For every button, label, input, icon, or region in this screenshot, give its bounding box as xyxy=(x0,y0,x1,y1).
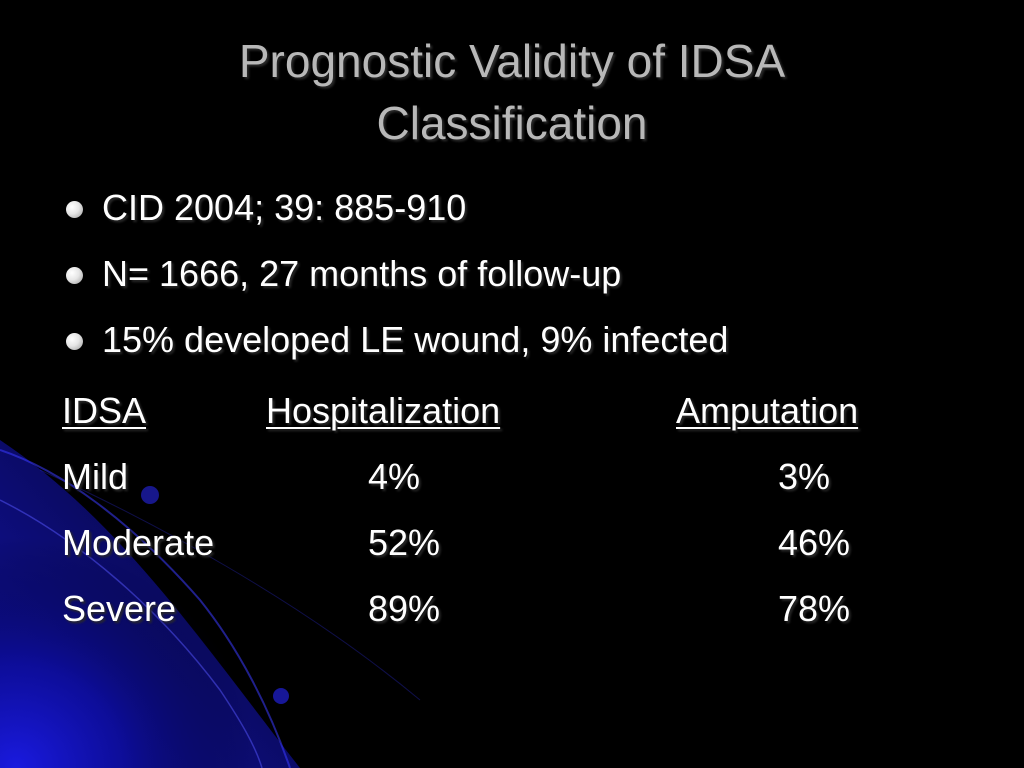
table-row: Severe 89% 78% xyxy=(62,584,962,650)
bullet-text: CID 2004; 39: 885-910 xyxy=(102,187,467,228)
row-label: Severe xyxy=(62,588,177,629)
amputation-value: 46% xyxy=(778,522,851,563)
table-header-row: IDSA Hospitalization Amputation xyxy=(62,386,962,452)
title-line-1: Prognostic Validity of IDSA xyxy=(238,35,786,87)
hospitalization-value: 52% xyxy=(368,522,441,563)
slide-title: Prognostic Validity of IDSA Classificati… xyxy=(0,30,1024,154)
bullet-item: N= 1666, 27 months of follow-up xyxy=(62,252,728,296)
bullet-item: 15% developed LE wound, 9% infected xyxy=(62,318,728,362)
amputation-value: 78% xyxy=(778,588,851,629)
table-row: Mild 4% 3% xyxy=(62,452,962,518)
header-amputation: Amputation xyxy=(676,390,859,431)
header-idsa: IDSA xyxy=(62,390,147,431)
row-label: Mild xyxy=(62,456,129,497)
amputation-value: 3% xyxy=(778,456,831,497)
title-line-2: Classification xyxy=(376,97,648,149)
bullet-item: CID 2004; 39: 885-910 xyxy=(62,186,728,230)
hospitalization-value: 4% xyxy=(368,456,421,497)
bullet-text: 15% developed LE wound, 9% infected xyxy=(102,319,729,360)
bullet-dot-icon xyxy=(66,267,83,284)
hospitalization-value: 89% xyxy=(368,588,441,629)
table-row: Moderate 52% 46% xyxy=(62,518,962,584)
row-label: Moderate xyxy=(62,522,215,563)
bullet-dot-icon xyxy=(66,201,83,218)
bullet-dot-icon xyxy=(66,333,83,350)
bullet-list: CID 2004; 39: 885-910 N= 1666, 27 months… xyxy=(62,186,728,384)
header-hospitalization: Hospitalization xyxy=(266,390,501,431)
outcomes-table: IDSA Hospitalization Amputation Mild 4% … xyxy=(62,386,962,650)
bullet-text: N= 1666, 27 months of follow-up xyxy=(102,253,622,294)
